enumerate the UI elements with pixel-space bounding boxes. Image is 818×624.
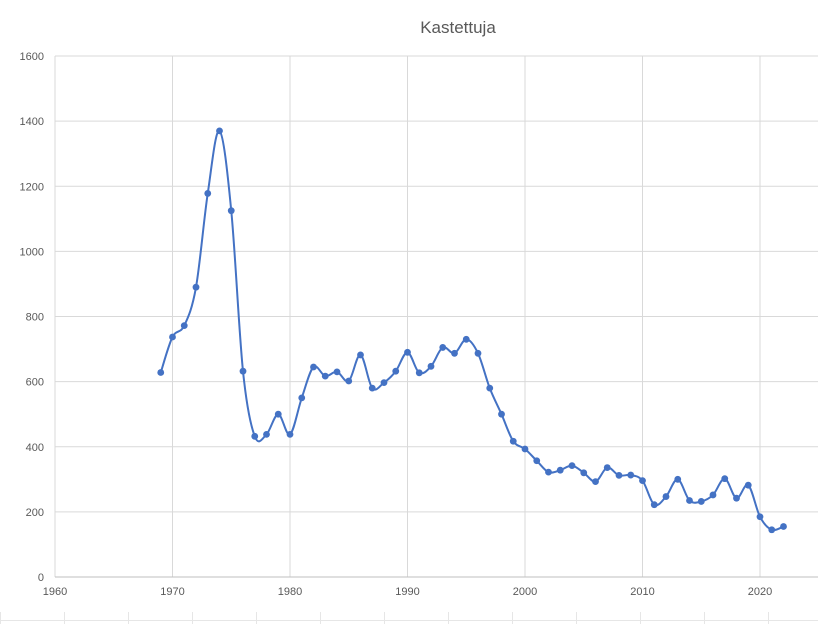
- data-point: [627, 471, 635, 479]
- data-point: [251, 432, 259, 440]
- data-point: [780, 523, 787, 530]
- data-point: [733, 494, 740, 502]
- data-point: [368, 384, 376, 392]
- x-tick-label: 1970: [160, 586, 184, 598]
- data-point: [533, 457, 541, 465]
- data-point: [392, 367, 400, 375]
- y-tick-label: 600: [26, 377, 44, 389]
- data-point: [674, 475, 682, 483]
- data-point: [451, 349, 458, 357]
- data-point: [768, 526, 776, 534]
- data-point: [580, 469, 588, 477]
- x-tick-label: 2020: [748, 586, 772, 598]
- data-point: [615, 472, 623, 479]
- series-layer: [157, 127, 787, 534]
- data-point: [603, 464, 611, 471]
- data-point: [404, 348, 411, 356]
- data-point: [650, 501, 658, 509]
- horizontal-gridlines: [55, 55, 818, 578]
- data-point: [415, 369, 423, 377]
- data-point: [286, 430, 294, 438]
- data-point: [509, 437, 517, 445]
- y-tick-label: 400: [26, 442, 44, 454]
- data-point: [439, 344, 447, 351]
- data-point: [744, 481, 752, 489]
- data-point: [298, 394, 306, 402]
- series-line: [159, 129, 784, 532]
- data-point: [180, 322, 188, 330]
- data-point: [274, 410, 282, 418]
- data-point: [204, 190, 212, 197]
- data-point: [427, 362, 435, 370]
- x-tick-label: 1990: [395, 586, 419, 598]
- data-point: [709, 491, 717, 499]
- data-point: [321, 372, 329, 380]
- data-point: [216, 127, 223, 135]
- y-tick-label: 0: [38, 572, 44, 584]
- data-point: [380, 379, 388, 387]
- data-point: [521, 445, 529, 453]
- data-point: [498, 410, 505, 418]
- data-point: [756, 513, 764, 521]
- y-tick-label: 800: [26, 312, 44, 324]
- y-axis-tick-labels: 0 200 400 600 800 1000 1200 1400 1600: [20, 51, 44, 584]
- x-tick-label: 2010: [630, 586, 654, 598]
- data-point: [556, 466, 564, 474]
- data-point: [486, 384, 494, 392]
- data-point: [157, 369, 165, 376]
- y-tick-label: 1000: [20, 246, 44, 258]
- data-point: [227, 207, 235, 215]
- x-tick-label: 2000: [513, 586, 537, 598]
- x-axis-tick-labels: 1960 1970 1980 1990 2000 2010 2020: [43, 586, 772, 598]
- data-point: [545, 468, 552, 476]
- data-point: [345, 377, 353, 385]
- data-point: [474, 349, 482, 357]
- data-point: [192, 283, 200, 291]
- data-point: [357, 351, 364, 359]
- data-point: [462, 335, 470, 343]
- data-point: [333, 368, 341, 376]
- data-point: [310, 363, 317, 371]
- data-point: [639, 477, 646, 485]
- data-point: [592, 478, 599, 485]
- data-point: [662, 493, 670, 500]
- data-point: [263, 430, 270, 438]
- data-point: [169, 333, 176, 341]
- data-point: [697, 498, 705, 505]
- y-tick-label: 1200: [20, 181, 44, 193]
- chart-title: Kastettuja: [420, 18, 496, 37]
- y-tick-label: 200: [26, 507, 44, 519]
- y-tick-label: 1600: [20, 51, 44, 63]
- data-point: [239, 367, 247, 375]
- x-tick-label: 1960: [43, 586, 67, 598]
- y-tick-label: 1400: [20, 116, 44, 128]
- data-point: [568, 462, 576, 470]
- x-tick-label: 1980: [278, 586, 302, 598]
- data-point: [686, 497, 693, 504]
- data-point: [721, 475, 729, 483]
